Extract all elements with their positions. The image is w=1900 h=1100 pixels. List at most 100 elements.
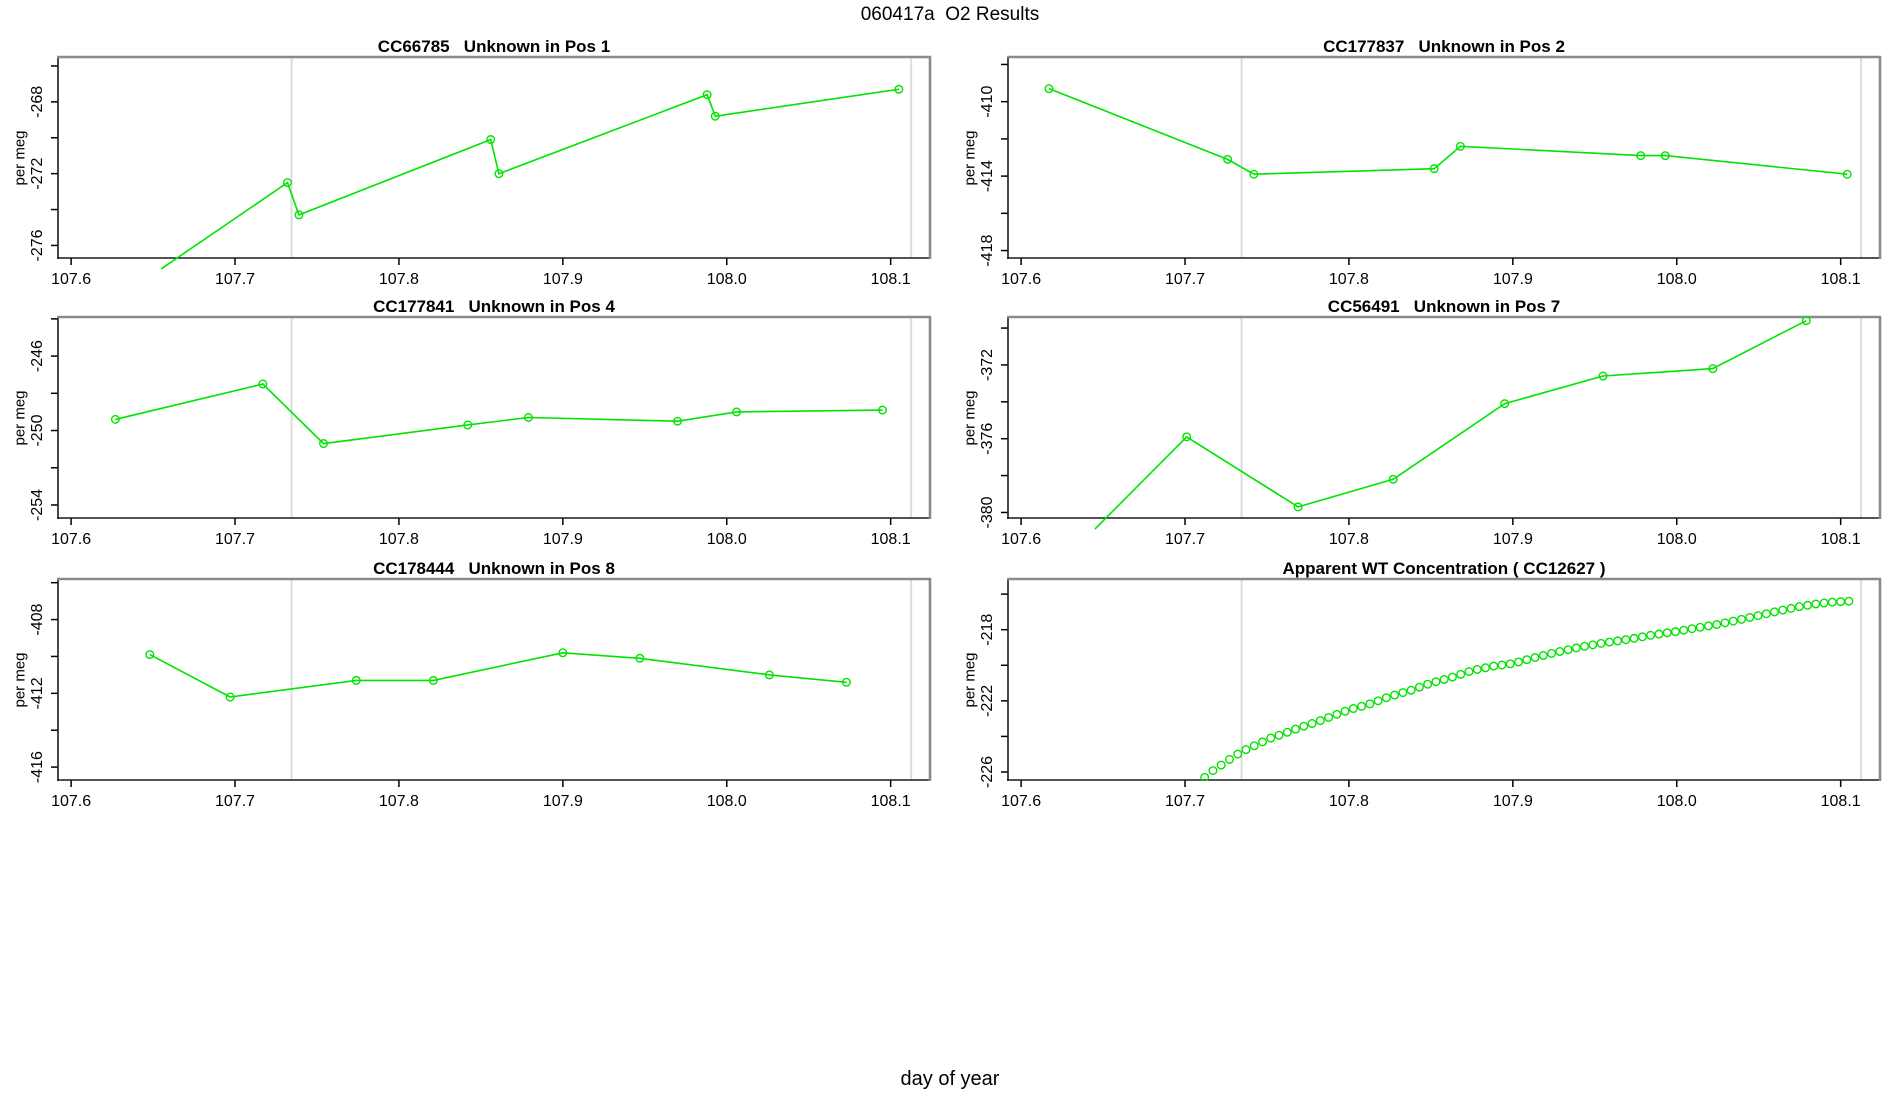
- data-point: [1571, 643, 1581, 653]
- data-point: [1637, 632, 1647, 642]
- x-tick-label: 108.0: [1657, 531, 1697, 548]
- data-point: [1621, 635, 1631, 645]
- data-point: [1514, 657, 1524, 667]
- data-point: [1761, 609, 1771, 619]
- x-axis-label: day of year: [900, 1068, 1000, 1090]
- x-tick-label: 107.6: [1001, 531, 1041, 548]
- y-tick-label: -380: [979, 496, 996, 528]
- data-point: [1778, 605, 1788, 615]
- data-point: [1745, 612, 1755, 622]
- x-tick-label: 108.1: [1821, 793, 1861, 810]
- panel-title: Apparent WT Concentration ( CC12627 ): [1282, 559, 1606, 578]
- data-point: [1406, 685, 1416, 695]
- x-tick-label: 107.9: [543, 531, 583, 548]
- data-point: [1489, 661, 1499, 671]
- data-point: [1604, 637, 1614, 647]
- plot-cc177841: 107.6 107.7 107.8 107.9 108.0 108.1 -246 -250 -2…: [29, 315, 932, 548]
- x-tick-label: 107.7: [1165, 531, 1205, 548]
- data-point: [1547, 648, 1557, 658]
- data-point: [1315, 716, 1325, 726]
- data-point: [1687, 624, 1697, 634]
- data-point: [1695, 622, 1705, 632]
- y-tick-label: -272: [29, 158, 46, 190]
- data-point: [1291, 724, 1301, 734]
- data-point: [1233, 749, 1243, 759]
- y-tick-label: -254: [29, 489, 46, 521]
- data-point: [1464, 667, 1474, 677]
- panel-cc177837-pos2: CC177837 Unknown in Pos 2 per meg 107.6 1…: [950, 31, 1900, 301]
- x-tick-label: 107.9: [1493, 531, 1533, 548]
- data-point: [1497, 660, 1507, 670]
- y-tick-label: -416: [29, 751, 46, 783]
- y-tick-label: -268: [29, 86, 46, 118]
- y-tick-label: -414: [979, 160, 996, 192]
- x-tick-label: 108.1: [1821, 531, 1861, 548]
- plot-cc66785: 107.6 107.7 107.8 107.9 108.0 108.1 -268 -272 -2…: [29, 55, 932, 288]
- series-line: [1094, 319, 1807, 530]
- data-point: [1274, 730, 1284, 740]
- data-point: [1801, 316, 1811, 326]
- x-tick-label: 107.8: [1329, 531, 1369, 548]
- panel-title: CC66785 Unknown in Pos 1: [377, 37, 611, 56]
- plot-cc177837: 107.6 107.7 107.8 107.9 108.0 108.1 -410 -414 -4…: [979, 55, 1882, 288]
- data-point: [1629, 633, 1639, 643]
- data-point: [1340, 706, 1350, 716]
- x-tick-label: 107.9: [543, 793, 583, 810]
- data-point: [1224, 754, 1234, 764]
- series-line: [1048, 87, 1848, 176]
- data-point: [1803, 600, 1813, 610]
- plot-cc178444: 107.6 107.7 107.8 107.9 108.0 108.1 -408 -412 -4…: [29, 577, 932, 810]
- data-point: [110, 414, 120, 424]
- x-tick-label: 107.6: [51, 531, 91, 548]
- figure-title: 060417a O2 Results: [860, 4, 1040, 25]
- x-tick-label: 107.6: [1001, 793, 1041, 810]
- panel-apparent-wt-concentration: Apparent WT Concentration ( CC12627 ) pe…: [950, 553, 1900, 823]
- data-point: [1836, 597, 1846, 607]
- data-point: [1720, 618, 1730, 628]
- x-tick-label: 107.6: [51, 793, 91, 810]
- data-point: [1423, 679, 1433, 689]
- data-point: [1530, 653, 1540, 663]
- data-point: [145, 650, 155, 660]
- data-point: [1505, 659, 1515, 669]
- data-point: [1365, 699, 1375, 709]
- data-point: [1596, 638, 1606, 648]
- y-tick-label: -222: [979, 685, 996, 717]
- data-point: [1538, 650, 1548, 660]
- y-tick-label: -372: [979, 349, 996, 381]
- data-point: [1456, 669, 1466, 679]
- y-tick-label: -218: [979, 614, 996, 646]
- data-point: [1819, 598, 1829, 608]
- data-point: [1844, 596, 1854, 606]
- data-point: [1670, 627, 1680, 637]
- data-point: [486, 135, 496, 145]
- y-tick-label: -276: [29, 229, 46, 261]
- data-point: [1679, 625, 1689, 635]
- data-series: [145, 648, 851, 702]
- data-point: [1200, 772, 1210, 781]
- data-point: [1811, 599, 1821, 609]
- data-point: [1293, 502, 1303, 512]
- x-tick-label: 107.6: [51, 271, 91, 288]
- data-point: [1472, 664, 1482, 674]
- x-tick-label: 107.8: [379, 531, 419, 548]
- panel-title: CC177837 Unknown in Pos 2: [1323, 37, 1565, 56]
- panel-title: CC56491 Unknown in Pos 7: [1327, 297, 1561, 316]
- y-tick-label: -226: [979, 756, 996, 788]
- data-point: [1770, 607, 1780, 617]
- y-tick-label: -376: [979, 423, 996, 455]
- data-point: [1348, 704, 1358, 714]
- x-tick-label: 108.1: [1821, 271, 1861, 288]
- data-point: [1282, 727, 1292, 737]
- data-point: [702, 90, 712, 100]
- data-point: [1439, 674, 1449, 684]
- data-point: [294, 210, 304, 220]
- data-point: [1480, 663, 1490, 673]
- data-point: [1258, 737, 1268, 747]
- x-tick-label: 107.7: [215, 531, 255, 548]
- x-tick-label: 107.9: [1493, 793, 1533, 810]
- data-series: [110, 379, 887, 449]
- data-point: [1299, 721, 1309, 731]
- x-tick-label: 108.0: [1657, 793, 1697, 810]
